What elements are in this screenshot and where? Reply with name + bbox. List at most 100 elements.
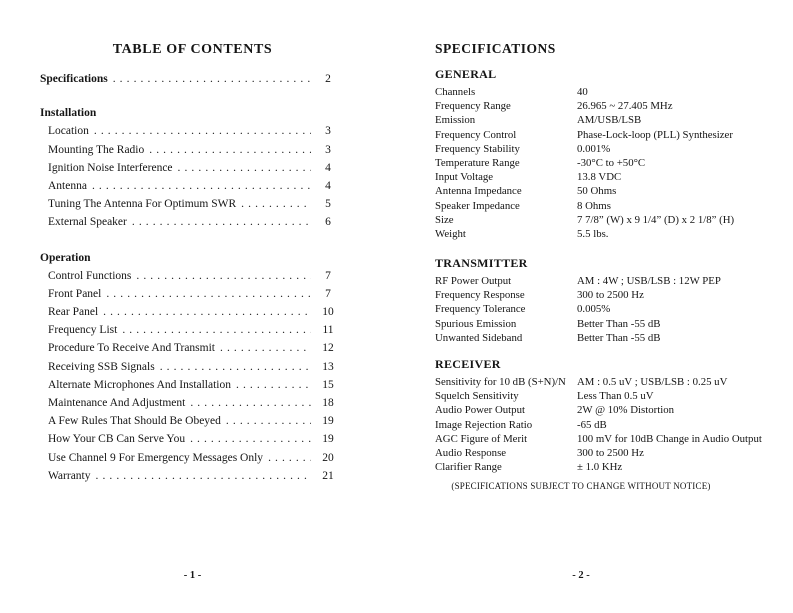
specifications-title: SPECIFICATIONS <box>435 41 556 56</box>
spec-row-label: Frequency Response <box>435 289 525 302</box>
spec-row: Spurious Emission Better Than -55 dB <box>435 317 727 331</box>
spec-row-value: 300 to 2500 Hz <box>577 289 644 302</box>
spec-section-heading-receiver: RECEIVER <box>435 357 501 371</box>
dot-leader <box>122 321 311 339</box>
toc-entry: Antenna 4 <box>40 177 345 195</box>
spec-row-value: 5.5 lbs. <box>577 227 609 240</box>
toc-entry-label: Rear Panel <box>48 306 99 319</box>
spec-row: Speaker Impedance 8 Ohms <box>435 199 727 213</box>
toc-entry-page-number: 12 <box>322 342 334 355</box>
specifications-page: SPECIFICATIONS GENERAL Channels 40 Frequ… <box>435 40 762 492</box>
toc-title: TABLE OF CONTENTS <box>112 42 273 57</box>
toc-entry: Front Panel 7 <box>40 285 345 303</box>
spec-change-notice: (SPECIFICATIONS SUBJECT TO CHANGE WITHOU… <box>451 481 711 492</box>
toc-entry-label: Mounting The Radio <box>48 143 145 156</box>
toc-entry-label: A Few Rules That Should Be Obeyed <box>48 415 221 428</box>
toc-section-operation-items: Control Functions 7 Front Panel 7 Rear P… <box>40 267 345 485</box>
spec-row-label: Frequency Range <box>435 100 511 113</box>
spec-row-value: Better Than -55 dB <box>577 331 661 344</box>
toc-entry-page-number: 20 <box>322 451 334 464</box>
toc-entry: Rear Panel 10 <box>40 303 345 321</box>
toc-section-installation-items: Location 3 Mounting The Radio 3 Ignition… <box>40 122 345 231</box>
dot-leader <box>106 285 311 303</box>
spec-row: Frequency Stability 0.001% <box>435 142 727 156</box>
toc-entry: Procedure To Receive And Transmit 12 <box>40 339 345 357</box>
dot-leader <box>226 412 311 430</box>
spec-section-transmitter: TRANSMITTER RF Power Output AM : 4W ; US… <box>435 256 727 345</box>
toc-entry-page-number: 15 <box>322 378 334 391</box>
dot-leader <box>241 195 311 213</box>
toc-entry: Mounting The Radio 3 <box>40 141 345 159</box>
toc-entry-page-number: 4 <box>325 161 331 174</box>
spec-row-label: Frequency Control <box>435 128 517 141</box>
spec-rows-receiver: Sensitivity for 10 dB (S+N)/N AM : 0.5 u… <box>435 375 762 474</box>
dot-leader <box>190 394 311 412</box>
spec-row-label: Audio Response <box>435 446 507 459</box>
spec-row-label: Channels <box>435 86 476 98</box>
spec-rows-transmitter: RF Power Output AM : 4W ; USB/LSB : 12W … <box>435 274 727 345</box>
toc-entry-label: Alternate Microphones And Installation <box>48 378 232 391</box>
spec-row-label: Antenna Impedance <box>435 185 522 198</box>
dot-leader <box>220 339 311 357</box>
toc-entry-label: Ignition Noise Interference <box>48 161 173 174</box>
toc-entry-page-number: 11 <box>322 324 334 337</box>
spec-row-value: 8 Ohms <box>577 199 611 212</box>
toc-entry-label: How Your CB Can Serve You <box>48 433 186 446</box>
spec-row-label: Frequency Tolerance <box>435 303 526 316</box>
spec-row-value: Less Than 0.5 uV <box>577 390 654 403</box>
spec-row: Frequency Range 26.965 ~ 27.405 MHz <box>435 99 727 113</box>
toc-entry: Tuning The Antenna For Optimum SWR 5 <box>40 195 345 213</box>
spec-row-value: 100 mV for 10dB Change in Audio Output <box>577 432 762 445</box>
spec-row-label: Frequency Stability <box>435 142 520 155</box>
toc-entry-page-number: 19 <box>322 415 334 428</box>
page-number-footer-right: - 2 - <box>572 570 590 581</box>
toc-entry-label: Warranty <box>48 469 91 482</box>
toc-entry-page-number: 21 <box>322 469 334 482</box>
spec-row: Unwanted Sideband Better Than -55 dB <box>435 331 727 345</box>
toc-entry-specifications: Specifications 2 <box>40 70 345 88</box>
spec-row-label: Clarifier Range <box>435 461 502 474</box>
spec-row-label: Image Rejection Ratio <box>435 418 533 431</box>
toc-entry-label: Use Channel 9 For Emergency Messages Onl… <box>48 451 264 464</box>
toc-page: TABLE OF CONTENTS Specifications 2 Insta… <box>40 42 345 485</box>
spec-row-label: Size <box>435 213 454 226</box>
toc-entry-label: Frequency List <box>48 324 118 337</box>
spec-row: Audio Power Output 2W @ 10% Distortion <box>435 403 727 417</box>
spec-row: AGC Figure of Merit 100 mV for 10dB Chan… <box>435 432 762 446</box>
toc-entry: A Few Rules That Should Be Obeyed 19 <box>40 412 345 430</box>
dot-leader <box>178 159 311 177</box>
spec-row: RF Power Output AM : 4W ; USB/LSB : 12W … <box>435 274 727 288</box>
spec-row: Size 7 7/8” (W) x 9 1/4” (D) x 2 1/8” (H… <box>435 213 734 227</box>
toc-entry: Ignition Noise Interference 4 <box>40 159 345 177</box>
spec-row-value: Phase-Lock-loop (PLL) Synthesizer <box>577 128 733 141</box>
toc-entry-label: Control Functions <box>48 269 132 282</box>
spec-row-value: -65 dB <box>577 418 607 431</box>
toc-entry-page-number: 7 <box>325 287 331 300</box>
toc-entry-label: Receiving SSB Signals <box>48 360 155 373</box>
toc-entry-page-number: 10 <box>322 306 334 319</box>
spec-row-value: 300 to 2500 Hz <box>577 446 644 459</box>
toc-entry: External Speaker 6 <box>40 213 345 231</box>
spec-row-label: Spurious Emission <box>435 317 517 330</box>
dot-leader <box>268 449 311 467</box>
toc-entry-page-number: 18 <box>322 397 334 409</box>
dot-leader <box>132 213 311 231</box>
toc-entry: Warranty 21 <box>40 467 345 485</box>
toc-entry-page-number: 4 <box>325 179 331 192</box>
toc-entry: Use Channel 9 For Emergency Messages Onl… <box>40 449 345 467</box>
spec-row-label: Squelch Sensitivity <box>435 390 519 403</box>
spec-row-value: AM : 0.5 uV ; USB/LSB : 0.25 uV <box>577 376 728 388</box>
toc-entry-label: Specifications <box>40 73 108 85</box>
dot-leader <box>94 122 311 140</box>
toc-entry-page-number: 3 <box>325 143 331 156</box>
spec-row: Image Rejection Ratio -65 dB <box>435 418 727 432</box>
spec-row-value: 13.8 VDC <box>577 171 622 184</box>
toc-entry-page-number: 6 <box>325 216 331 229</box>
toc-entry-label: External Speaker <box>48 216 127 229</box>
spec-row-label: Temperature Range <box>435 156 520 169</box>
spec-rows-general: Channels 40 Frequency Range 26.965 ~ 27.… <box>435 85 734 241</box>
dot-leader <box>149 141 311 159</box>
spec-row-value: ± 1.0 KHz <box>577 461 623 474</box>
spec-row-value: 50 Ohms <box>577 185 617 198</box>
dot-leader <box>96 467 312 485</box>
